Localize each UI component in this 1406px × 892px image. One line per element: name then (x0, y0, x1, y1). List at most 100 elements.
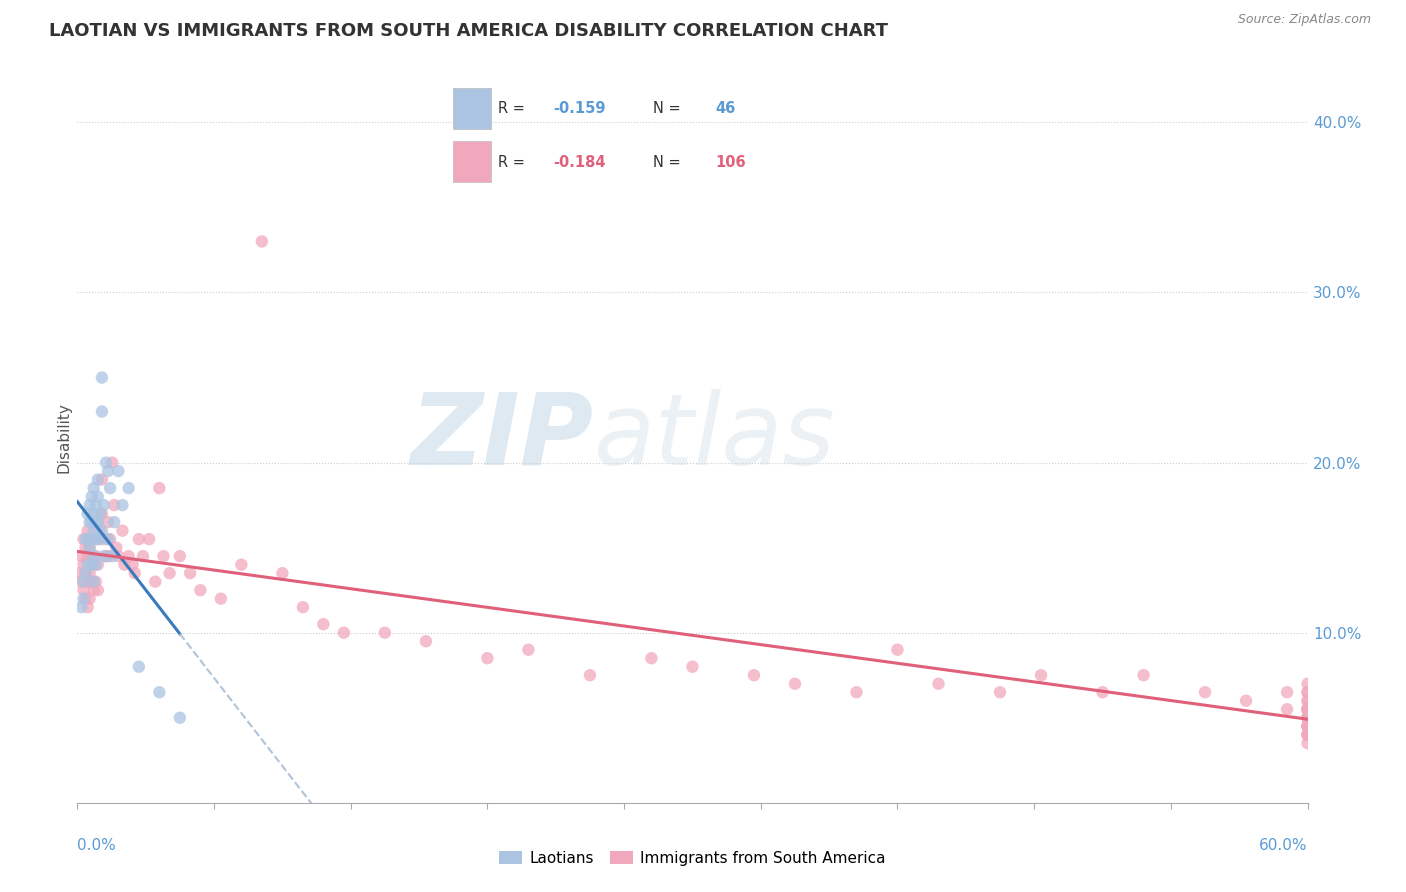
Text: 60.0%: 60.0% (1260, 838, 1308, 854)
Point (1296, 702, 1319, 716)
Point (79, 515, 101, 529)
Point (1296, 694, 1319, 708)
Point (1296, 702, 1319, 716)
Point (83, 507, 105, 521)
Y-axis label: Disability: Disability (56, 401, 72, 473)
Point (1296, 728, 1319, 742)
Point (148, 481, 170, 495)
Point (1296, 719, 1319, 733)
Point (1296, 728, 1319, 742)
Point (477, 651, 499, 665)
Point (72, 583, 94, 598)
Point (117, 481, 139, 495)
Point (1296, 728, 1319, 742)
Point (76, 600, 98, 615)
Point (1296, 711, 1319, 725)
Point (70, 549, 93, 563)
Point (124, 566, 146, 581)
Point (94, 549, 117, 563)
Point (231, 558, 253, 572)
Point (1296, 702, 1319, 716)
Point (132, 549, 155, 563)
Point (90, 507, 114, 521)
Point (143, 574, 166, 589)
Point (1296, 711, 1319, 725)
Point (783, 677, 806, 691)
Point (1296, 685, 1319, 699)
Point (97, 532, 120, 546)
Point (75, 591, 97, 606)
Point (1194, 685, 1216, 699)
Point (83, 524, 105, 538)
Point (128, 659, 150, 673)
Point (90, 524, 114, 538)
Point (83, 549, 105, 563)
Point (87, 515, 110, 529)
Point (83, 532, 105, 546)
Point (79, 498, 101, 512)
Point (107, 464, 129, 478)
Point (250, 235, 273, 249)
Point (89, 532, 111, 546)
Point (111, 524, 134, 538)
Point (93, 532, 115, 546)
Point (886, 642, 908, 657)
Point (79, 566, 101, 581)
Point (1296, 719, 1319, 733)
Point (90, 370, 114, 384)
Point (76, 532, 98, 546)
Point (72, 558, 94, 572)
Point (89, 524, 111, 538)
Point (84, 558, 107, 572)
Point (374, 625, 396, 640)
Point (128, 532, 150, 546)
Point (72, 532, 94, 546)
Point (159, 566, 181, 581)
Point (97, 464, 120, 478)
Point (76, 549, 98, 563)
Point (79, 541, 101, 555)
Point (1275, 685, 1298, 699)
Point (640, 651, 662, 665)
Point (114, 558, 136, 572)
Point (152, 549, 174, 563)
Point (101, 549, 124, 563)
Point (169, 711, 191, 725)
Point (87, 558, 110, 572)
Point (72, 574, 94, 589)
Point (80, 558, 103, 572)
Point (1296, 719, 1319, 733)
Point (1296, 728, 1319, 742)
Point (988, 685, 1011, 699)
Point (1296, 711, 1319, 725)
Point (76, 574, 98, 589)
Point (1296, 736, 1319, 750)
Point (1296, 677, 1319, 691)
Point (312, 617, 335, 632)
Point (1296, 711, 1319, 725)
Point (76, 507, 98, 521)
Point (70, 600, 93, 615)
Point (169, 549, 191, 563)
Point (1296, 711, 1319, 725)
Point (415, 634, 437, 648)
Point (72, 591, 94, 606)
Point (79, 541, 101, 555)
Text: ZIP: ZIP (411, 389, 595, 485)
Point (70, 574, 93, 589)
Point (80, 490, 103, 504)
Point (188, 583, 212, 598)
Point (98, 532, 121, 546)
Point (97, 515, 120, 529)
Point (1296, 711, 1319, 725)
Point (1132, 668, 1154, 682)
Point (107, 549, 129, 563)
Point (928, 677, 950, 691)
Point (117, 549, 139, 563)
Point (90, 404, 114, 418)
Point (84, 549, 107, 563)
Point (517, 642, 540, 657)
Point (1296, 702, 1319, 716)
Point (84, 574, 107, 589)
Point (84, 532, 107, 546)
